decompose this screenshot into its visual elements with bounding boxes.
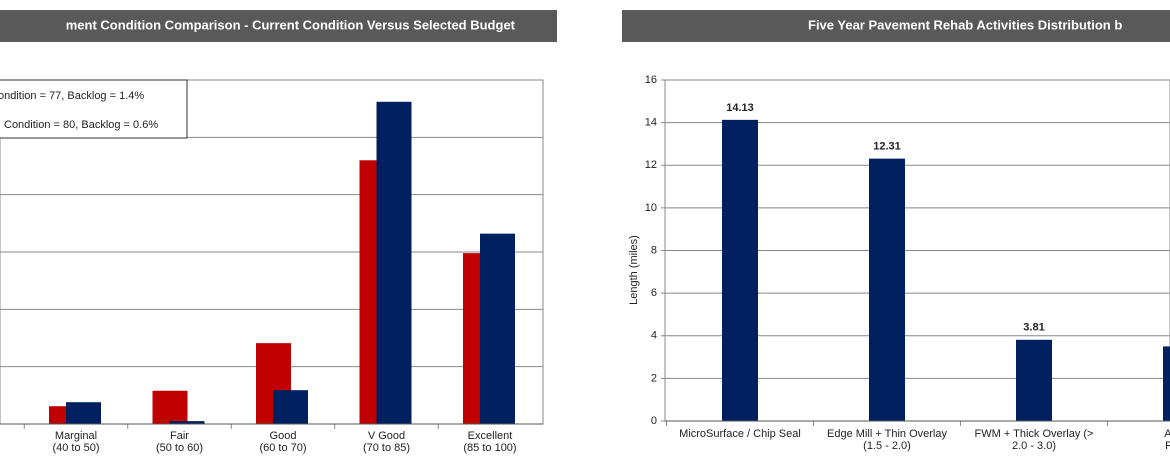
y-tick-label: 8 — [651, 244, 657, 256]
chart-title: Five Year Pavement Rehab Activities Dist… — [808, 17, 1122, 32]
x-tick-label: Edge Mill + Thin Overlay (1.5 - 2.0) — [827, 428, 947, 452]
y-tick-label: 2 — [651, 372, 657, 384]
y-axis-label: Length (miles) — [628, 235, 640, 305]
x-tick-label: V Good (70 to 85) — [362, 430, 411, 454]
bar — [152, 390, 188, 424]
bar — [869, 158, 905, 421]
bar — [376, 101, 412, 424]
x-tick-label: MicroSurface / Chip Seal — [679, 428, 801, 440]
x-tick-label: Fair (50 to 60) — [155, 430, 204, 454]
value-label: 12.31 — [873, 141, 901, 153]
y-tick-label: 14 — [645, 117, 657, 129]
chart-title: ment Condition Comparison - Current Cond… — [66, 17, 516, 32]
header-bar — [622, 10, 1170, 42]
y-tick-label: 16 — [645, 74, 657, 86]
y-tick-label: 10 — [645, 202, 657, 214]
bar — [169, 421, 205, 424]
value-label: 3.81 — [1023, 322, 1044, 334]
bar — [480, 233, 515, 424]
x-tick-label: Marginal (40 to 50) — [52, 430, 100, 454]
value-label: 14.13 — [726, 102, 754, 114]
y-tick-label: 12 — [645, 159, 657, 171]
bar — [722, 119, 758, 422]
legend-box — [0, 79, 188, 139]
bar — [273, 390, 308, 424]
x-tick-label: Good (60 to 70) — [259, 430, 307, 454]
bar — [1016, 339, 1052, 421]
x-tick-label: Excellent (85 to 100) — [463, 430, 517, 454]
header-bar — [0, 10, 557, 42]
legend-label: ondition = 77, Backlog = 1.4% — [0, 90, 144, 102]
x-tick-label: FWM + Thick Overlay (> 2.0 - 3.0) — [974, 428, 1094, 452]
y-tick-label: 6 — [651, 287, 657, 299]
y-tick-label: 4 — [651, 330, 657, 342]
bar — [66, 402, 101, 424]
x-tick-label: ACP R Recon — [1164, 428, 1170, 452]
y-tick-label: 0 — [651, 415, 657, 427]
legend-label: Condition = 80, Backlog = 0.6% — [4, 119, 158, 131]
bar — [1163, 346, 1170, 421]
